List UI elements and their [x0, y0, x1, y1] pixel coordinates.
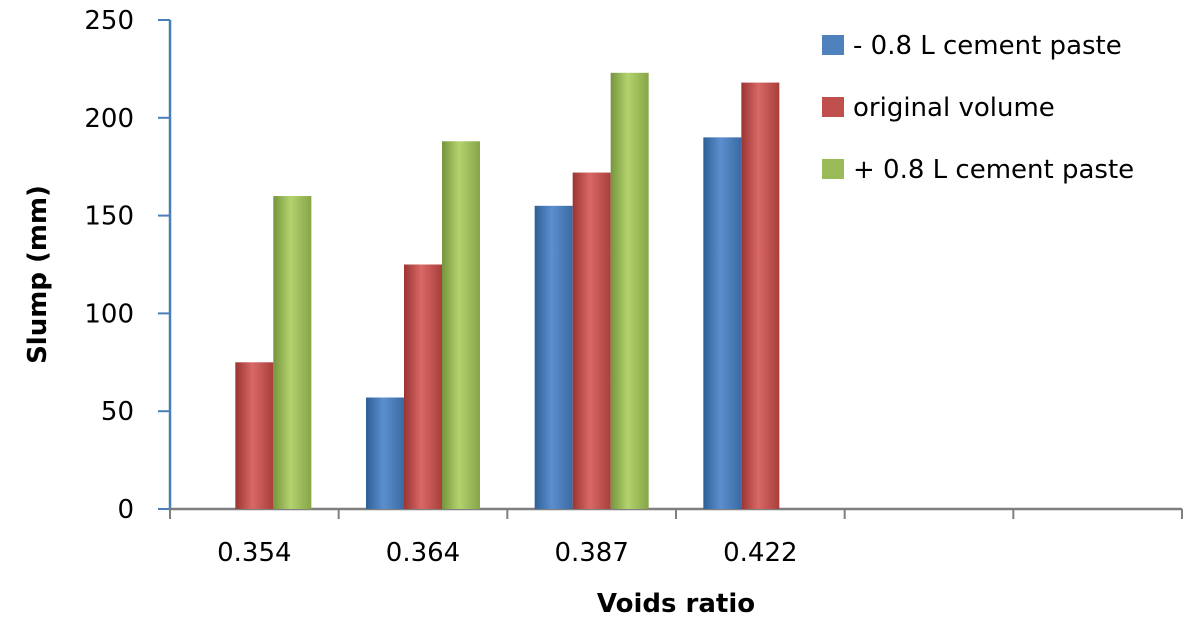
legend-swatch-3: [822, 159, 844, 179]
legend-swatch-2: [822, 97, 844, 117]
legend-label-1: - 0.8 L cement paste: [853, 31, 1122, 61]
y-axis-title: Slump (mm): [23, 185, 53, 364]
legend-label-3: + 0.8 L cement paste: [853, 155, 1134, 185]
bar-2-2: [404, 264, 442, 509]
tick-labels: 0 50 100 150 200 250 0.354 0.364 0.387 0.422: [84, 6, 797, 568]
legend-label-2: original volume: [853, 93, 1055, 123]
x-tick-label: 0.364: [386, 538, 460, 568]
bar-1-3: [534, 205, 573, 509]
legend-swatch-1: [822, 35, 844, 55]
y-tick-label: 50: [101, 397, 134, 427]
axes: [158, 19, 1183, 519]
bar-3-2: [442, 141, 480, 509]
x-tick-label: 0.387: [554, 538, 628, 568]
bar-2-4: [741, 82, 780, 509]
x-tick-label: 0.354: [217, 538, 291, 568]
bar-1-4: [703, 137, 742, 510]
bar-1-2: [366, 397, 404, 509]
y-tick-label: 100: [84, 299, 134, 329]
y-tick-label: 200: [84, 104, 134, 134]
y-tick-label: 150: [84, 202, 134, 232]
bar-2-3: [572, 172, 611, 509]
bar-3-3: [610, 72, 649, 509]
x-tick-label: 0.422: [723, 538, 797, 568]
bar-3-1: [273, 196, 312, 510]
y-tick-label: 250: [84, 6, 134, 36]
bar-2-1: [235, 362, 274, 509]
legend: - 0.8 L cement paste original volume + 0.8…: [822, 31, 1134, 185]
bars: [235, 72, 780, 510]
x-axis-title: Voids ratio: [597, 589, 755, 619]
y-tick-label: 0: [117, 495, 134, 525]
